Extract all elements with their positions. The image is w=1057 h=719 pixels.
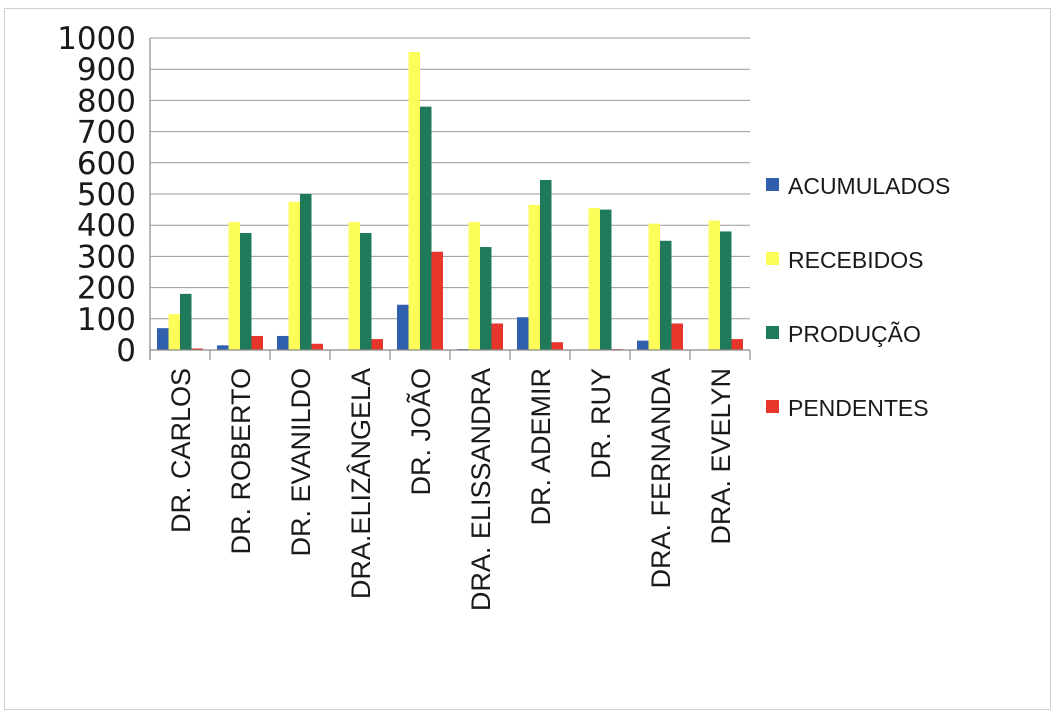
bar	[600, 209, 612, 350]
bar	[217, 345, 229, 350]
chart-frame	[4, 8, 1051, 710]
bar	[551, 342, 563, 350]
bar	[648, 223, 660, 350]
y-tick-label: 0	[116, 333, 136, 369]
bar	[397, 304, 409, 350]
bar	[420, 106, 432, 350]
bar	[517, 317, 529, 350]
bar	[660, 240, 672, 350]
y-tick-label: 600	[77, 146, 136, 182]
x-tick-label: DRA. ELISSANDRA	[466, 368, 496, 611]
x-tick-label: DR. RUY	[586, 368, 616, 479]
legend-swatch	[766, 252, 779, 265]
legend-label: RECEBIDOS	[788, 247, 923, 273]
bar	[157, 328, 169, 350]
bar	[277, 335, 289, 350]
bars	[157, 52, 743, 350]
bar	[360, 233, 372, 350]
y-tick-label: 800	[77, 83, 136, 119]
bar	[731, 339, 743, 350]
legend-swatch	[766, 326, 779, 339]
legend-label: PRODUÇÃO	[788, 321, 921, 347]
bar	[240, 233, 252, 350]
bar	[251, 335, 263, 350]
bar	[288, 201, 300, 350]
legend-label: PENDENTES	[788, 395, 929, 421]
legend-swatch	[766, 178, 779, 191]
x-tick-label: DR. ADEMIR	[526, 368, 556, 526]
x-tick-label: DR. ROBERTO	[226, 368, 256, 555]
bar	[468, 222, 480, 350]
x-tick-label: DR. EVANILDO	[286, 368, 316, 557]
bar	[637, 340, 649, 350]
bar	[491, 323, 503, 350]
bar	[528, 204, 540, 350]
y-tick-label: 900	[77, 52, 136, 88]
bar	[371, 339, 383, 350]
bar	[228, 222, 240, 350]
axes	[149, 38, 751, 360]
y-tick-label: 400	[77, 208, 136, 244]
x-tick-label: DRA.ELIZÂNGELA	[345, 368, 376, 599]
bar	[720, 231, 732, 350]
x-tick-label: DRA. FERNANDA	[646, 368, 676, 589]
y-tick-label: 100	[77, 302, 136, 338]
bar	[168, 314, 180, 350]
bar	[191, 348, 203, 350]
x-tick-label: DR. CARLOS	[166, 368, 196, 533]
x-tick-label: DR. JOÃO	[405, 368, 436, 496]
x-axis-ticks: DR. CARLOS DR. ROBERTO DR. EVANILDO DRA.ELI…	[166, 368, 736, 611]
y-tick-label: 500	[77, 177, 136, 213]
bar	[300, 194, 312, 350]
bar	[408, 52, 420, 350]
bar	[588, 208, 600, 350]
y-tick-label: 200	[77, 271, 136, 307]
bar	[540, 179, 552, 350]
y-tick-label: 700	[77, 115, 136, 151]
bar	[348, 222, 360, 350]
bar	[311, 343, 323, 350]
y-tick-label: 1000	[57, 21, 136, 57]
bar	[671, 323, 683, 350]
bar	[708, 220, 720, 350]
bar	[431, 251, 443, 350]
legend-swatch	[766, 400, 779, 413]
bar	[480, 247, 492, 350]
x-tick-label: DRA. EVELYN	[706, 368, 736, 545]
bar	[180, 293, 192, 350]
legend-label: ACUMULADOS	[788, 173, 950, 199]
y-tick-label: 300	[77, 239, 136, 275]
legend: ACUMULADOS RECEBIDOS PRODUÇÃO PENDENTES	[766, 173, 950, 421]
